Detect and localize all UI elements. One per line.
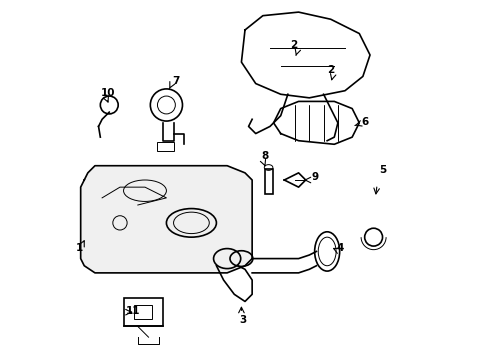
- Text: 3: 3: [240, 315, 247, 325]
- Text: 7: 7: [172, 76, 179, 86]
- Text: 2: 2: [290, 40, 297, 50]
- Text: 6: 6: [361, 117, 368, 127]
- Text: 8: 8: [261, 150, 269, 161]
- Bar: [123, 298, 163, 327]
- Text: 2: 2: [327, 65, 334, 75]
- Text: 5: 5: [379, 165, 386, 175]
- Text: 9: 9: [311, 172, 318, 182]
- Bar: [157, 143, 173, 152]
- Bar: [134, 305, 152, 319]
- Bar: [265, 169, 272, 194]
- Text: 11: 11: [125, 306, 140, 316]
- Polygon shape: [81, 166, 252, 273]
- Text: 1: 1: [75, 243, 83, 253]
- Text: 4: 4: [336, 243, 343, 253]
- Text: 10: 10: [100, 88, 115, 98]
